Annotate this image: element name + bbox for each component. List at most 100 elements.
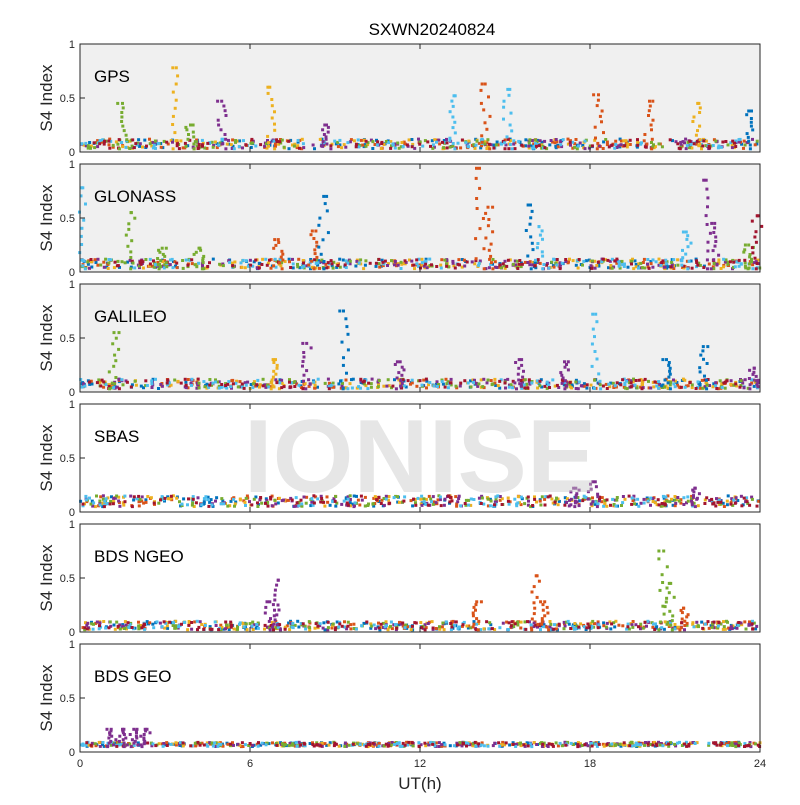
data-point: [273, 128, 277, 132]
data-point: [449, 381, 453, 385]
data-point: [269, 387, 273, 391]
data-point: [215, 146, 219, 150]
data-point: [138, 144, 141, 148]
data-point: [241, 146, 244, 150]
data-point: [589, 621, 593, 625]
data-point: [90, 622, 94, 626]
data-point: [526, 203, 530, 207]
data-point: [84, 141, 88, 145]
data-point: [502, 99, 506, 103]
data-point: [462, 620, 466, 624]
data-point: [168, 263, 172, 267]
data-point: [657, 380, 661, 384]
data-point: [269, 497, 273, 501]
spike-peak-point: [517, 358, 521, 362]
data-point: [595, 264, 599, 267]
data-point: [703, 622, 707, 626]
data-point: [123, 500, 127, 504]
data-point: [461, 623, 465, 627]
data-point: [508, 500, 512, 504]
data-point: [357, 261, 361, 265]
data-point: [291, 266, 295, 270]
data-point: [571, 259, 575, 263]
data-point: [102, 385, 106, 389]
data-point: [217, 628, 221, 632]
data-point: [153, 261, 157, 265]
spike-peak-point: [693, 486, 697, 490]
data-point: [287, 257, 291, 261]
data-point: [530, 590, 534, 594]
data-point: [615, 257, 619, 261]
data-point: [513, 622, 517, 626]
data-point: [467, 498, 471, 502]
data-point: [617, 259, 621, 263]
data-point: [251, 628, 255, 631]
data-point: [348, 494, 352, 498]
data-point: [387, 498, 390, 502]
data-point: [631, 625, 635, 629]
data-point: [217, 386, 221, 390]
data-point: [109, 499, 113, 503]
y-tick-label: 0.5: [60, 573, 75, 585]
data-point: [722, 625, 726, 629]
data-point: [193, 140, 197, 144]
data-point: [742, 139, 746, 143]
data-point: [387, 741, 391, 745]
data-point: [346, 261, 350, 265]
data-point: [146, 741, 150, 745]
data-point: [498, 263, 502, 267]
data-point: [229, 625, 233, 629]
data-point: [344, 145, 348, 149]
data-point: [512, 625, 516, 629]
data-point: [625, 379, 628, 383]
data-point: [423, 628, 427, 632]
data-point: [548, 620, 552, 623]
data-point: [554, 261, 558, 265]
data-point: [152, 501, 156, 505]
data-point: [581, 499, 585, 503]
data-point: [321, 140, 325, 144]
data-point: [346, 387, 350, 391]
data-point: [406, 743, 410, 747]
data-point: [277, 387, 281, 391]
data-point: [549, 139, 553, 142]
data-point: [511, 379, 515, 383]
data-point: [280, 378, 284, 382]
data-point: [184, 258, 188, 262]
data-point: [313, 384, 317, 387]
data-point: [730, 741, 734, 745]
data-point: [564, 260, 568, 263]
data-point: [247, 744, 251, 747]
data-point: [681, 256, 685, 260]
spike-peak-point: [129, 211, 133, 215]
data-point: [187, 620, 191, 623]
data-point: [557, 499, 561, 503]
data-point: [657, 263, 661, 267]
data-point: [265, 600, 269, 604]
data-point: [171, 114, 175, 118]
data-point: [201, 259, 205, 263]
data-point: [201, 257, 205, 260]
data-point: [297, 257, 301, 261]
data-point: [503, 266, 507, 270]
data-point: [382, 143, 386, 146]
data-point: [607, 266, 610, 270]
data-point: [326, 231, 330, 235]
data-point: [745, 500, 749, 504]
data-point: [622, 741, 626, 745]
data-point: [486, 224, 490, 228]
data-point: [148, 142, 152, 146]
data-point: [93, 146, 97, 150]
data-point: [419, 497, 423, 501]
data-point: [144, 258, 148, 261]
data-point: [220, 383, 224, 386]
data-point: [184, 144, 188, 148]
data-point: [596, 620, 600, 624]
spike-peak-point: [197, 246, 201, 250]
data-point: [120, 115, 124, 119]
data-point: [705, 362, 709, 365]
data-point: [516, 623, 520, 627]
data-point: [679, 140, 683, 144]
data-point: [162, 620, 166, 624]
y-axis-label: S4 Index: [37, 64, 56, 132]
